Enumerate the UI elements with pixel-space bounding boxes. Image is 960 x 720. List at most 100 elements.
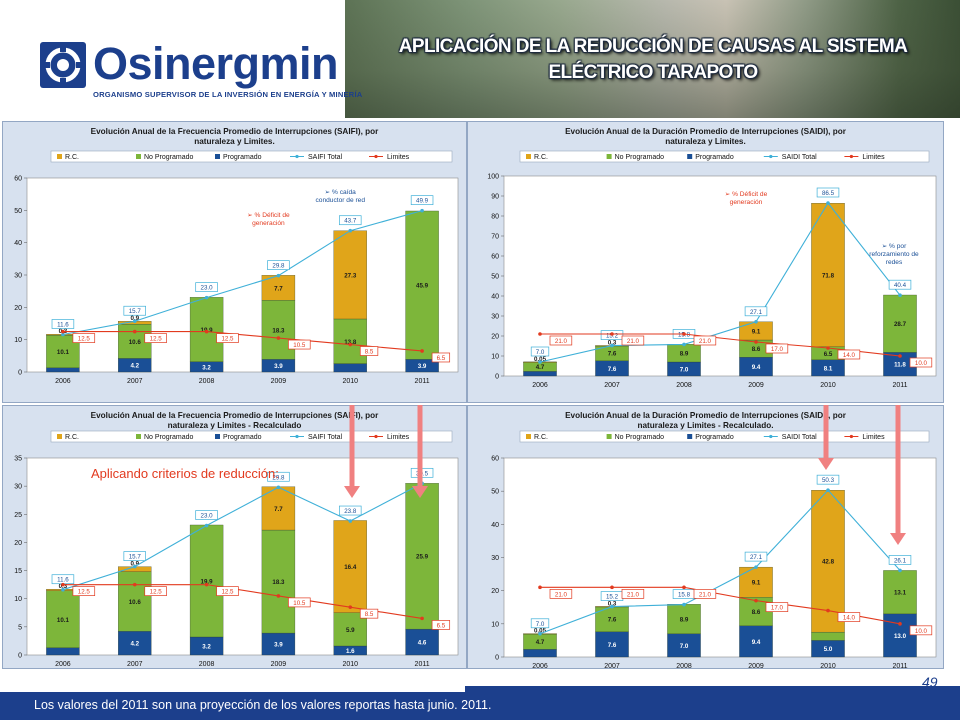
limits-label-box [216, 333, 239, 343]
segment-label: 10.1 [57, 349, 70, 356]
total-point [61, 587, 65, 592]
limits-point [204, 582, 209, 587]
x-tick-label: 2010 [820, 382, 836, 389]
y-tick-label: 40 [14, 240, 22, 247]
bar-rc [811, 490, 845, 633]
x-tick-label: 2006 [55, 661, 71, 668]
legend-swatch-rc [526, 434, 531, 439]
legend-marker-lim [849, 434, 853, 439]
limits-label-box [359, 608, 379, 619]
y-tick-label: 0 [18, 370, 22, 377]
limits-point [61, 329, 65, 334]
chart-annotation: generación [730, 199, 763, 206]
plot-area [503, 457, 937, 658]
y-tick-label: 30 [14, 484, 22, 491]
bar-programado [46, 647, 80, 656]
limits-label-box [909, 357, 933, 368]
total-point [682, 342, 686, 347]
total-point [348, 519, 353, 523]
chart-title: Evolución Anual de la Frecuencia Promedi… [91, 127, 379, 136]
segment-label: 0.3 [608, 340, 617, 347]
total-point [610, 604, 614, 609]
legend-marker-lim [374, 434, 378, 439]
segment-label: 8.6 [752, 609, 761, 616]
legend-marker-tot [295, 434, 299, 439]
legend-label-np: No Programado [144, 154, 194, 161]
chart-panel-saidi-recalculado: Evolución Anual de la Duración Promedio … [467, 405, 944, 669]
segment-label: 4.2 [130, 363, 139, 370]
chart-title: Evolución Anual de la Duración Promedio … [565, 127, 847, 136]
total-point [754, 320, 758, 324]
y-tick-label: 10 [491, 621, 499, 628]
segment-label: 8.9 [680, 351, 689, 358]
limits-point [610, 585, 614, 590]
limits-label-box [144, 333, 167, 343]
chart-svg: Evolución Anual de la Frecuencia Promedi… [14, 127, 459, 385]
limits-label: 8.5 [365, 611, 374, 618]
segment-label: 3.9 [274, 363, 283, 370]
limits-label: 10.0 [915, 628, 928, 635]
limits-point [682, 332, 686, 336]
total-label: 86.5 [822, 190, 835, 197]
y-tick-label: 80 [491, 214, 499, 221]
segment-label: 7.7 [274, 506, 283, 513]
limits-point [348, 342, 353, 347]
y-tick-label: 40 [491, 294, 499, 301]
bar-rc [811, 203, 845, 347]
x-tick-label: 2006 [55, 378, 71, 385]
segment-label: 7.6 [608, 351, 617, 358]
total-point [204, 523, 209, 528]
limits-label: 12.5 [221, 589, 234, 596]
bar-rc [739, 566, 773, 598]
bar-no-programado [811, 631, 845, 641]
limits-label-box [144, 586, 167, 596]
segment-label: 0.05 [534, 628, 547, 635]
x-tick-label: 2008 [676, 382, 692, 389]
total-label: 27.1 [750, 554, 763, 561]
bar-programado [333, 363, 367, 373]
segment-label: 3.9 [418, 363, 427, 370]
segment-label: 42.8 [822, 559, 835, 566]
bar-no-programado [883, 570, 917, 615]
total-label-box [744, 306, 768, 317]
segment-label: 4.7 [536, 364, 545, 371]
bar-programado [883, 613, 917, 658]
y-tick-label: 10 [14, 337, 22, 344]
total-label: 15.2 [606, 333, 619, 340]
segment-label: 9.4 [752, 639, 761, 646]
total-label: 29.8 [272, 474, 285, 481]
total-point [610, 343, 614, 348]
limits-label: 21.0 [627, 338, 640, 345]
legend-label-np: No Programado [615, 154, 665, 161]
total-line [539, 489, 901, 635]
segment-label: 10.6 [129, 339, 142, 346]
segment-label: 8.1 [824, 365, 833, 372]
limits-point [826, 346, 830, 350]
limits-label: 12.5 [221, 336, 234, 343]
chart-svg: Evolución Anual de la Frecuencia Promedi… [14, 411, 459, 668]
segment-label: 16.4 [344, 564, 357, 571]
limits-label-box [72, 333, 96, 343]
total-label: 29.8 [272, 263, 285, 270]
total-point [826, 201, 830, 205]
limits-label-box [549, 589, 573, 599]
limits-point [538, 585, 542, 590]
segment-label: 9.4 [752, 364, 761, 371]
total-label-box [123, 551, 146, 561]
limits-point [276, 594, 281, 598]
total-point [61, 332, 65, 337]
total-point [538, 360, 542, 364]
chart-svg: Evolución Anual de la Duración Promedio … [491, 411, 937, 668]
total-label: 23.0 [201, 513, 214, 520]
segment-label: 13.1 [894, 590, 907, 597]
legend-label-lim: Limites [862, 154, 885, 161]
bar-programado [595, 631, 629, 658]
total-label: 26.1 [894, 557, 907, 564]
bar-rc [261, 486, 296, 531]
chart-annotation: ➢ % Déficit de [247, 212, 290, 219]
total-label-box [339, 215, 362, 226]
segment-label: 5.0 [824, 646, 833, 653]
legend-swatch-np [606, 154, 612, 159]
total-point [132, 564, 137, 569]
y-tick-label: 0 [495, 374, 499, 381]
